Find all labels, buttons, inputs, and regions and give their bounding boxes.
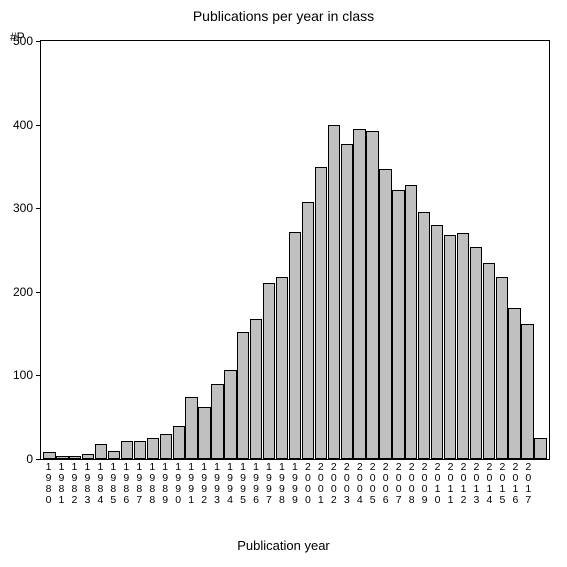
y-tick bbox=[36, 459, 41, 460]
x-tick-label: 2003 bbox=[340, 462, 353, 506]
x-tick-label: 1992 bbox=[198, 462, 211, 506]
x-tick-label: 1998 bbox=[275, 462, 288, 506]
x-tick-label: 2006 bbox=[379, 462, 392, 506]
x-axis-label: Publication year bbox=[0, 538, 567, 553]
bar bbox=[444, 235, 456, 459]
x-labels-group: 1980198119821983198419851986198719881989… bbox=[40, 462, 550, 506]
x-tick-label: 1980 bbox=[42, 462, 55, 506]
x-tick-label: 1989 bbox=[159, 462, 172, 506]
bar bbox=[483, 263, 495, 459]
x-tick-label: 1990 bbox=[172, 462, 185, 506]
x-tick-label: 2017 bbox=[522, 462, 535, 506]
y-tick bbox=[36, 125, 41, 126]
y-tick-label: 100 bbox=[13, 368, 33, 382]
bar bbox=[173, 426, 185, 459]
bar bbox=[302, 202, 314, 459]
x-tick-label: 2015 bbox=[496, 462, 509, 506]
y-tick bbox=[36, 41, 41, 42]
bar bbox=[147, 438, 159, 459]
bar bbox=[198, 407, 210, 459]
bar bbox=[134, 441, 146, 459]
x-tick-label: 2010 bbox=[431, 462, 444, 506]
x-tick-label: 2001 bbox=[314, 462, 327, 506]
bar bbox=[69, 456, 81, 459]
x-tick-label: 2009 bbox=[418, 462, 431, 506]
y-tick-label: 200 bbox=[13, 285, 33, 299]
bar bbox=[521, 324, 533, 459]
x-tick-label: 2007 bbox=[392, 462, 405, 506]
bar bbox=[108, 451, 120, 459]
x-tick-label: 1986 bbox=[120, 462, 133, 506]
bar bbox=[405, 185, 417, 459]
x-tick-label: 1983 bbox=[81, 462, 94, 506]
x-tick-label: 2011 bbox=[444, 462, 457, 506]
x-tick-label: 2000 bbox=[301, 462, 314, 506]
x-tick-label: 1996 bbox=[250, 462, 263, 506]
x-tick-label: 1991 bbox=[185, 462, 198, 506]
x-tick-label: 2016 bbox=[509, 462, 522, 506]
bar bbox=[392, 190, 404, 459]
x-tick-label: 1988 bbox=[146, 462, 159, 506]
bar bbox=[43, 452, 55, 459]
bar bbox=[224, 370, 236, 459]
x-tick-label: 2005 bbox=[366, 462, 379, 506]
bar bbox=[160, 434, 172, 459]
y-tick-label: 400 bbox=[13, 118, 33, 132]
bar bbox=[366, 131, 378, 459]
x-tick-label: 2013 bbox=[470, 462, 483, 506]
y-tick bbox=[36, 292, 41, 293]
x-tick-label: 1982 bbox=[68, 462, 81, 506]
x-tick-label: 2012 bbox=[457, 462, 470, 506]
chart-title: Publications per year in class bbox=[0, 8, 567, 24]
bar bbox=[185, 397, 197, 459]
bar bbox=[95, 444, 107, 459]
y-tick-label: 500 bbox=[13, 34, 33, 48]
x-tick-label: 2004 bbox=[353, 462, 366, 506]
bar bbox=[276, 277, 288, 459]
y-tick-label: 0 bbox=[26, 452, 33, 466]
y-tick bbox=[36, 208, 41, 209]
bar bbox=[250, 319, 262, 459]
bar bbox=[289, 232, 301, 459]
bars-group bbox=[41, 41, 549, 459]
x-tick-label: 1999 bbox=[288, 462, 301, 506]
bar bbox=[315, 167, 327, 459]
x-tick-label: 1981 bbox=[55, 462, 68, 506]
y-tick-label: 300 bbox=[13, 201, 33, 215]
bar bbox=[237, 332, 249, 459]
plot-area: 0100200300400500 bbox=[40, 40, 550, 460]
bar bbox=[328, 125, 340, 459]
x-tick-label: 1993 bbox=[211, 462, 224, 506]
bar bbox=[470, 247, 482, 459]
x-tick-label: 2002 bbox=[327, 462, 340, 506]
bar bbox=[496, 277, 508, 459]
bar bbox=[341, 144, 353, 459]
y-tick bbox=[36, 375, 41, 376]
x-tick-label: 1994 bbox=[224, 462, 237, 506]
chart-container: Publications per year in class #P 010020… bbox=[0, 0, 567, 567]
x-tick-label: 1997 bbox=[262, 462, 275, 506]
bar bbox=[353, 129, 365, 459]
x-tick-label: 1985 bbox=[107, 462, 120, 506]
bar bbox=[121, 441, 133, 459]
x-tick-label: 2014 bbox=[483, 462, 496, 506]
bar bbox=[508, 308, 520, 459]
x-tick-label bbox=[535, 462, 548, 506]
bar bbox=[379, 169, 391, 459]
bar bbox=[534, 438, 546, 459]
bar bbox=[82, 454, 94, 459]
bar bbox=[418, 212, 430, 459]
bar bbox=[211, 384, 223, 459]
x-tick-label: 1987 bbox=[133, 462, 146, 506]
x-tick-label: 2008 bbox=[405, 462, 418, 506]
bar bbox=[263, 283, 275, 459]
bar bbox=[431, 225, 443, 459]
x-tick-label: 1995 bbox=[237, 462, 250, 506]
bar bbox=[457, 233, 469, 459]
x-tick-label: 1984 bbox=[94, 462, 107, 506]
bar bbox=[56, 456, 68, 459]
